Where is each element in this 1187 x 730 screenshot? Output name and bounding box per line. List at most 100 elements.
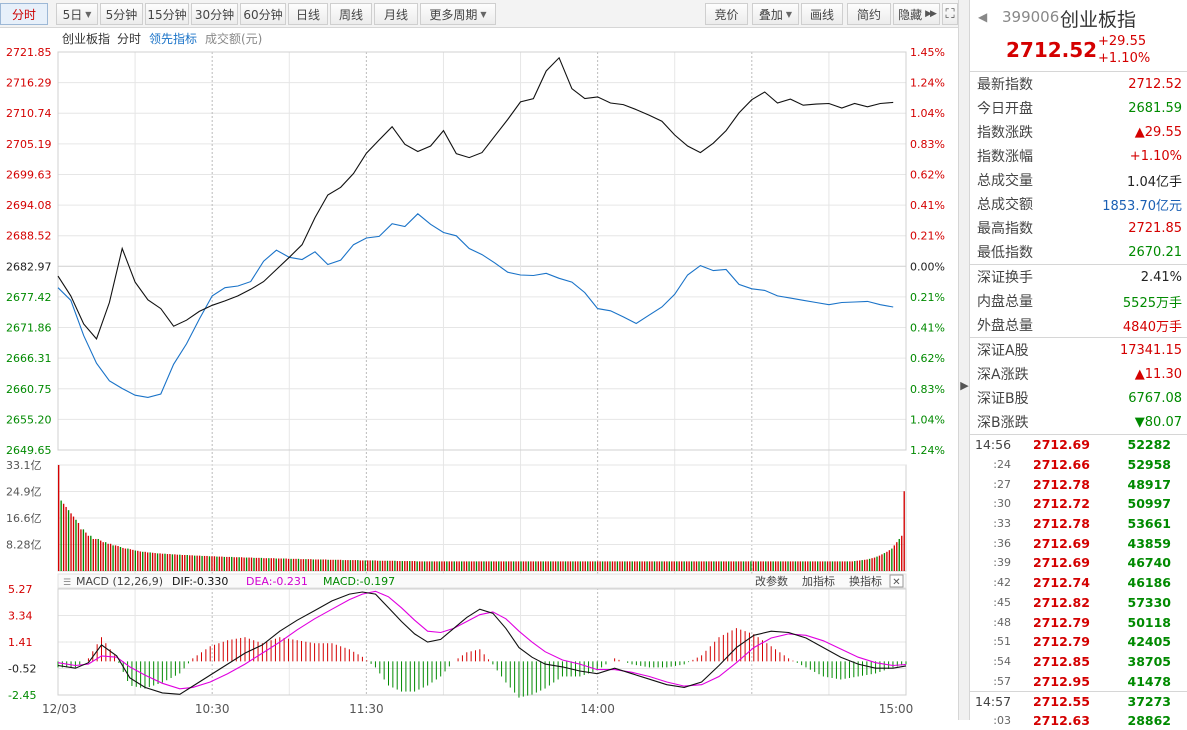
volume-bar <box>371 560 374 571</box>
volume-bar <box>666 561 668 571</box>
volume-bar <box>488 561 490 571</box>
volume-bar <box>305 559 307 571</box>
volume-bar <box>705 561 708 571</box>
volume-bar <box>282 558 285 571</box>
tick-volume: 57330 <box>1127 594 1172 610</box>
volume-bar <box>517 561 520 571</box>
toolbar-period-more[interactable]: 更多周期 ▼ <box>420 3 496 25</box>
volume-bar <box>797 561 799 571</box>
volume-bar <box>263 558 265 571</box>
volume-bar <box>532 561 535 571</box>
quote-value: 2670.21 <box>1128 244 1182 260</box>
volume-bar <box>713 561 715 571</box>
volume-bar <box>322 559 324 571</box>
volume-bar <box>364 560 366 571</box>
price-tick-label: 2666.31 <box>6 352 52 365</box>
volume-bar <box>95 538 97 571</box>
change-value: +29.55 <box>1098 34 1147 49</box>
toolbar-hide[interactable]: 隐藏 ▶▶ <box>893 3 940 25</box>
volume-bar <box>549 561 552 571</box>
tick-list[interactable]: 14:56 2712.69 52282:24 2712.66 52958:27 2712.… <box>970 435 1187 730</box>
volume-bar <box>762 561 764 571</box>
volume-bar <box>673 561 675 571</box>
volume-bar <box>297 558 300 571</box>
macd-dif-value: DIF:-0.330 <box>172 575 228 588</box>
volume-bar <box>478 561 480 571</box>
volume-bar <box>582 561 584 571</box>
collapse-arrow-icon[interactable]: ▶ <box>960 379 969 392</box>
toolbar-overlay[interactable]: 叠加 ▼ <box>752 3 799 25</box>
toolbar-period-30min[interactable]: 30分钟 <box>191 3 238 25</box>
toolbar-period-5day[interactable]: 5日 ▼ <box>56 3 98 25</box>
volume-bar <box>819 561 821 571</box>
intraday-chart[interactable]: 创业板指 分时 领先指标 成交额(元) 2721.85 1.45% 2716.29 1.24%… <box>0 28 958 720</box>
tick-time: :54 <box>993 654 1011 668</box>
volume-bar <box>562 561 564 571</box>
volume-bar <box>414 561 416 571</box>
toolbar-draw[interactable]: 画线 <box>801 3 843 25</box>
quote-value: 17341.15 <box>1119 342 1182 358</box>
chart-title: 创业板指 <box>62 31 110 46</box>
toolbar-period-day[interactable]: 日线 <box>288 3 328 25</box>
toolbar-auction[interactable]: 竞价 <box>705 3 748 25</box>
volume-bar <box>545 561 547 571</box>
volume-bar <box>181 554 183 571</box>
volume-bar <box>139 551 141 571</box>
volume-bar <box>671 561 673 571</box>
tick-time: :27 <box>993 477 1011 491</box>
toolbar-period-60min[interactable]: 60分钟 <box>240 3 286 25</box>
toolbar-draw-label: 画线 <box>809 7 834 22</box>
volume-bar <box>742 561 745 571</box>
volume-bar <box>601 561 604 571</box>
volume-bar <box>463 561 465 571</box>
volume-bar <box>154 553 156 571</box>
volume-bar <box>344 560 347 571</box>
volume-bar <box>495 561 497 571</box>
volume-bar <box>846 561 849 571</box>
toolbar-period-week[interactable]: 周线 <box>330 3 372 25</box>
volume-bar <box>715 561 717 571</box>
volume-bar <box>409 561 411 571</box>
volume-bar <box>179 554 181 571</box>
volume-bar <box>129 549 132 571</box>
volume-bar <box>903 491 905 571</box>
volume-bar <box>834 561 836 571</box>
tick-time: :45 <box>993 595 1011 609</box>
fullscreen-icon[interactable]: ⛶ <box>942 3 958 25</box>
toolbar-period-15min[interactable]: 15分钟 <box>145 3 189 25</box>
volume-bar <box>310 559 312 571</box>
volume-bar <box>433 561 436 571</box>
toolbar-simple[interactable]: 简约 <box>847 3 891 25</box>
macd-value: MACD:-0.197 <box>323 575 395 588</box>
volume-bar <box>147 552 149 571</box>
volume-bar <box>213 556 216 571</box>
volume-bar <box>727 561 730 571</box>
stock-name: 创业板指 <box>1060 9 1137 31</box>
adjust-params-link: 改参数 <box>755 574 788 588</box>
volume-bar <box>557 561 559 571</box>
price-tick-label: 2655.20 <box>6 413 52 426</box>
volume-bar <box>725 561 727 571</box>
volume-bar <box>777 561 779 571</box>
panel-splitter[interactable]: ▶ <box>958 0 970 720</box>
toolbar-period-1min[interactable]: 分时 <box>0 3 48 25</box>
previous-stock-icon[interactable]: ◀ <box>978 10 988 24</box>
toolbar-period-month[interactable]: 月线 <box>374 3 418 25</box>
volume-bar <box>184 554 186 571</box>
volume-bar <box>681 561 683 571</box>
volume-bar <box>750 561 752 571</box>
price-tick-label: 2649.65 <box>6 444 52 457</box>
volume-bar <box>500 561 502 571</box>
toolbar-period-5min[interactable]: 5分钟 <box>100 3 143 25</box>
volume-bar <box>85 532 87 571</box>
price-tick-label: 2694.08 <box>6 199 52 212</box>
volume-bar <box>379 560 381 571</box>
volume-bar <box>218 556 221 571</box>
volume-bar <box>268 558 270 571</box>
volume-bar <box>376 560 379 571</box>
volume-bar <box>779 561 782 571</box>
quote-row: 指数涨跌 ▲29.55 <box>970 120 1187 144</box>
volume-bar <box>668 561 671 571</box>
volume-bar <box>527 561 530 571</box>
volume-bar <box>159 553 161 571</box>
